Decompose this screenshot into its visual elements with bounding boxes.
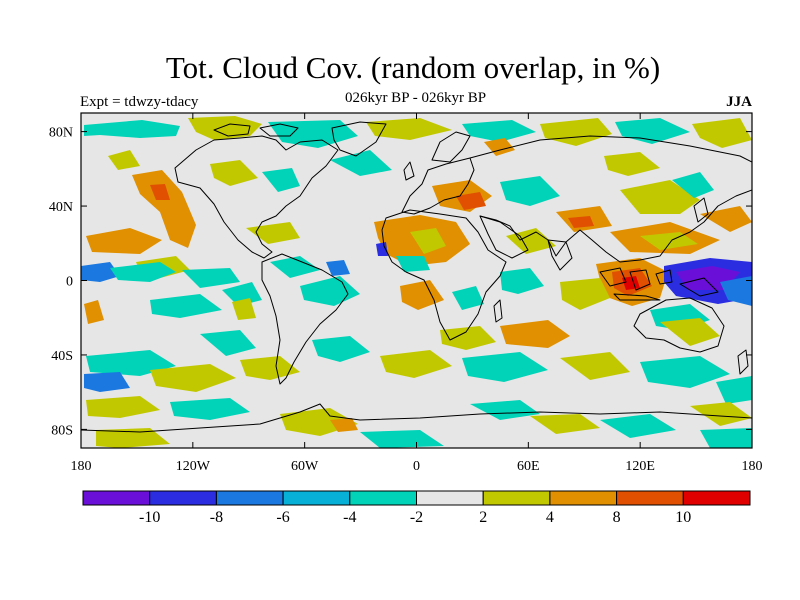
colorbar: -10 -8 -6 -4 -2 2 4 8 10 xyxy=(82,490,751,526)
colorbar-swatch xyxy=(82,490,151,506)
coastlines xyxy=(81,121,752,433)
colorbar-label: -2 xyxy=(410,509,423,526)
lon-tick-label: 120W xyxy=(176,459,211,474)
lat-tick-label: 40N xyxy=(49,200,73,215)
lon-tick-label: 60E xyxy=(517,459,540,474)
experiment-label: Expt = tdwzy-tdacy xyxy=(80,94,199,110)
colorbar-label: -8 xyxy=(210,509,223,526)
colorbar-swatch xyxy=(682,490,751,506)
period-label: 026kyr BP - 026kyr BP xyxy=(344,90,487,106)
colorbar-swatch xyxy=(549,490,618,506)
colorbar-swatch xyxy=(616,490,684,506)
colorbar-label: -6 xyxy=(276,509,289,526)
lon-tick-label: 60W xyxy=(291,459,319,474)
colorbar-swatch xyxy=(215,490,284,506)
colorbar-swatch xyxy=(482,490,551,506)
colorbar-label: -4 xyxy=(343,509,356,526)
chart-title: Tot. Cloud Cov. (random overlap, in %) xyxy=(165,50,661,85)
colorbar-label: 8 xyxy=(613,509,621,526)
cloud-anomaly-field xyxy=(81,116,752,448)
colorbar-label: 10 xyxy=(675,509,691,526)
colorbar-swatch xyxy=(349,490,417,506)
lat-tick-label: 80S xyxy=(51,423,73,438)
lon-tick-label: 120E xyxy=(625,459,655,474)
colorbar-swatch xyxy=(416,490,484,506)
axis-ticks: 180 120W 60W 0 60E 120E 180 80N 40N 0 40S 80S xyxy=(49,113,763,474)
lon-tick-label: 180 xyxy=(71,459,92,474)
season-label: JJA xyxy=(726,94,752,110)
lat-tick-label: 80N xyxy=(49,126,73,141)
colorbar-swatch xyxy=(149,490,217,506)
lat-tick-label: 40S xyxy=(51,349,73,364)
colorbar-label: 2 xyxy=(479,509,487,526)
colorbar-swatch xyxy=(282,490,351,506)
lat-tick-label: 0 xyxy=(66,275,73,290)
colorbar-label: -10 xyxy=(139,509,160,526)
lon-tick-label: 0 xyxy=(413,459,420,474)
lon-tick-label: 180 xyxy=(742,459,763,474)
colorbar-label: 4 xyxy=(546,509,554,526)
